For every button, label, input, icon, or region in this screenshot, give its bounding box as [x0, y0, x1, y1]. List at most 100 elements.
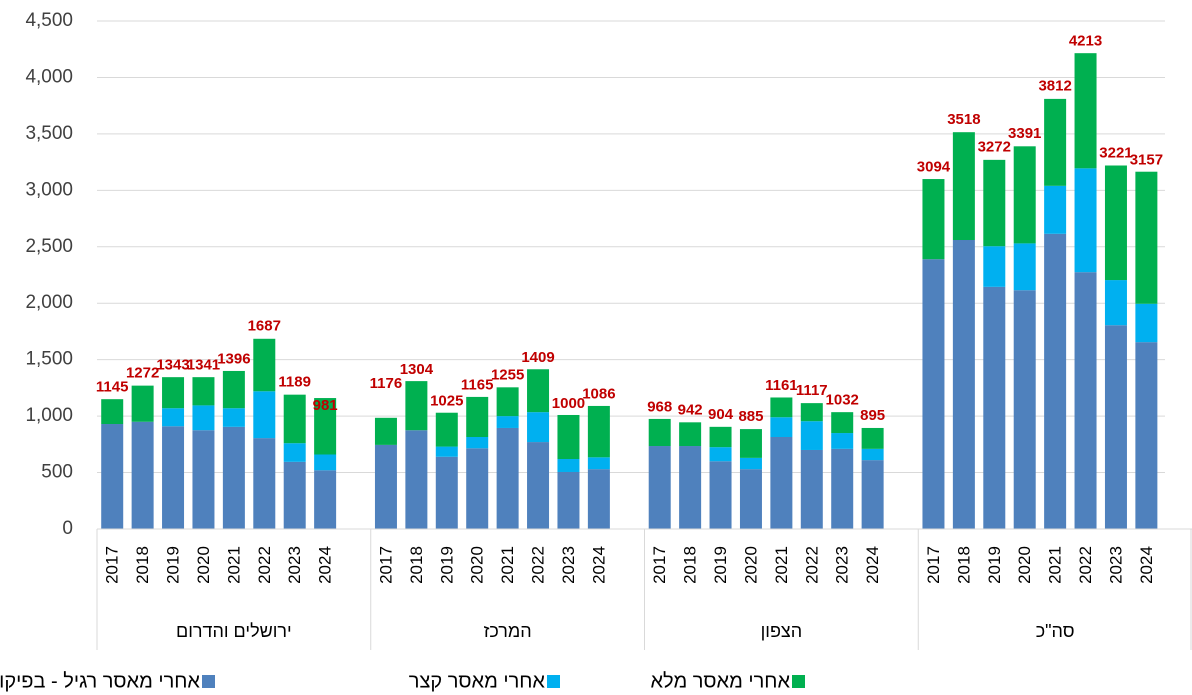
x-tick: 2024 — [863, 546, 882, 584]
x-tick: 2017 — [924, 546, 943, 584]
bar-segment — [861, 448, 884, 461]
x-tick: 2021 — [498, 546, 517, 584]
total-label: 1255 — [491, 366, 524, 383]
x-tick: 2019 — [985, 546, 1004, 584]
bar-segment — [222, 370, 245, 409]
bar-segment — [253, 438, 276, 529]
bar-segment — [1135, 171, 1158, 304]
bar-segment — [131, 421, 154, 529]
x-tick: 2017 — [103, 546, 122, 584]
bar-segment — [222, 408, 245, 427]
bar-segment — [983, 246, 1006, 287]
bar-segment — [587, 405, 610, 458]
total-label: 1161 — [765, 377, 798, 394]
x-tick-label: 2018 — [681, 546, 700, 584]
y-tick-label: 3,500 — [25, 123, 73, 144]
total-label: 968 — [647, 399, 672, 416]
x-tick: 2022 — [1076, 546, 1095, 584]
bar-segment — [496, 427, 519, 529]
total-label: 4213 — [1069, 32, 1102, 49]
y-tick-label: 2,000 — [25, 292, 73, 313]
bar-segment — [831, 433, 854, 449]
bar-segment — [283, 443, 306, 462]
x-tick-label: 2019 — [437, 546, 456, 584]
x-tick-label: 2022 — [529, 546, 548, 584]
total-label: 1189 — [278, 374, 311, 391]
bar-segment — [527, 442, 550, 529]
bar-segment — [466, 448, 489, 529]
y-tick-label: 500 — [41, 462, 73, 483]
x-tick-label: 2024 — [863, 546, 882, 584]
total-label: 1343 — [156, 356, 189, 373]
bar-segment — [101, 399, 124, 425]
x-tick: 2017 — [650, 546, 669, 584]
total-label: 1117 — [796, 382, 828, 399]
bar-segment — [527, 369, 550, 413]
bar-segment — [709, 447, 732, 462]
bar-segment — [162, 408, 185, 427]
x-tick: 2019 — [437, 546, 456, 584]
bar-segment — [374, 417, 397, 445]
bar-segment — [1135, 303, 1158, 343]
bar-segment — [800, 403, 823, 422]
bar-segment — [253, 391, 276, 439]
legend-swatch — [792, 675, 805, 688]
x-tick: 2023 — [285, 546, 304, 584]
bar-segment — [1074, 272, 1097, 529]
bar-segment — [861, 427, 884, 449]
bar-segment — [1135, 342, 1158, 529]
bar-segment — [1074, 168, 1097, 273]
bar-segment — [952, 240, 975, 529]
x-tick: 2023 — [833, 546, 852, 584]
x-tick: 2018 — [407, 546, 426, 584]
group-label: הצפון — [761, 621, 803, 641]
x-tick-label: 2022 — [255, 546, 274, 584]
total-label: 1396 — [217, 350, 250, 367]
x-tick: 2022 — [802, 546, 821, 584]
bar-segment — [770, 436, 793, 529]
bar-segment — [648, 446, 671, 529]
total-label: 3391 — [1008, 125, 1041, 142]
legend-label: אחרי מאסר מלא — [650, 670, 790, 692]
bar-segment — [435, 456, 458, 529]
bar-segment — [466, 436, 489, 449]
bar-segment — [1044, 233, 1067, 529]
bar-segment — [557, 471, 580, 529]
x-tick-label: 2023 — [1106, 546, 1125, 584]
x-tick-label: 2022 — [802, 546, 821, 584]
y-tick-label: 1,500 — [25, 349, 73, 370]
total-label: 3157 — [1130, 152, 1163, 169]
bar-segment — [466, 396, 489, 437]
legend-swatch — [202, 675, 215, 688]
bar-segment — [1104, 280, 1127, 326]
bar-segment — [983, 286, 1006, 529]
group-label: ירושלים והדרום — [176, 621, 292, 641]
x-tick-label: 2017 — [376, 546, 395, 584]
total-label: 942 — [678, 402, 703, 419]
x-tick-label: 2023 — [285, 546, 304, 584]
total-label: 3094 — [917, 159, 951, 176]
group-label: המרכז — [484, 621, 532, 641]
bar-segment — [831, 448, 854, 529]
bar-segment — [496, 387, 519, 417]
bar-segment — [922, 259, 945, 529]
bar-segment — [709, 461, 732, 529]
bar-segment — [283, 461, 306, 529]
y-tick-label: 4,500 — [25, 10, 73, 31]
x-tick-label: 2020 — [741, 546, 760, 584]
bar-segment — [192, 430, 215, 529]
bar-segment — [1013, 290, 1036, 529]
x-tick: 2022 — [255, 546, 274, 584]
bar-segment — [435, 446, 458, 457]
x-tick: 2024 — [1137, 546, 1156, 584]
bar-segment — [739, 429, 762, 458]
bar-segment — [679, 422, 702, 447]
bar-segment — [770, 397, 793, 418]
x-tick: 2021 — [224, 546, 243, 584]
total-label: 1341 — [187, 357, 220, 374]
bar-segment — [222, 426, 245, 529]
x-tick-label: 2021 — [224, 546, 243, 584]
total-label: 1272 — [126, 364, 159, 381]
bar-segment — [770, 417, 793, 437]
x-tick: 2018 — [681, 546, 700, 584]
